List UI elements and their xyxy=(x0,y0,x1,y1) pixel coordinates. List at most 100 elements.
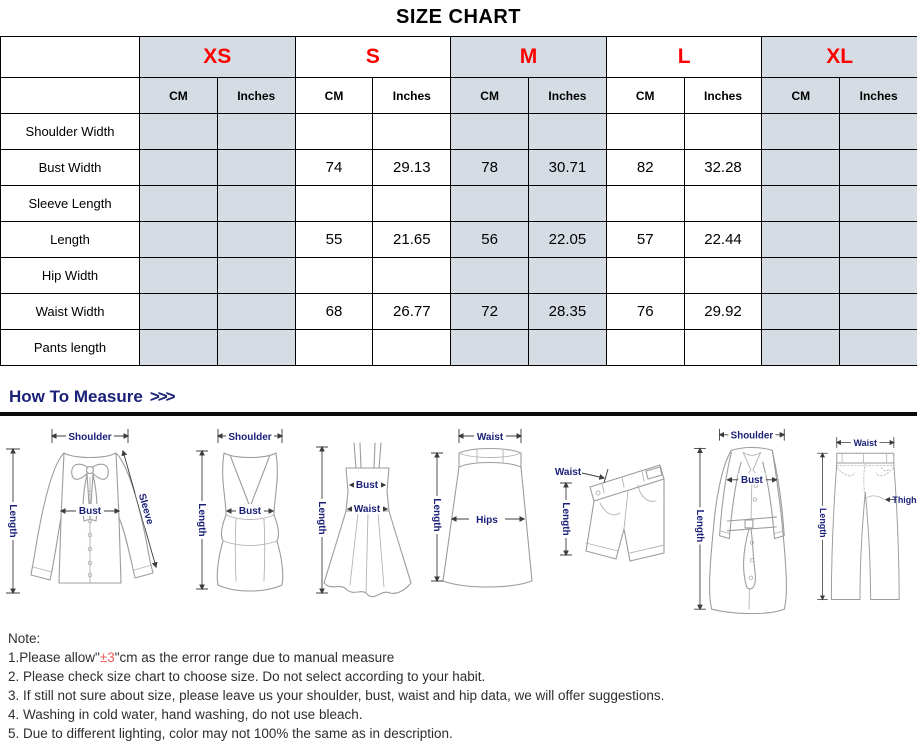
measurement-cell xyxy=(761,257,841,294)
skirt-outline xyxy=(442,448,533,588)
thigh-arrow: Thigh xyxy=(884,495,917,505)
chevrons-icon: >>> xyxy=(149,387,176,406)
length-label: Length xyxy=(694,510,705,543)
note-line-4: 4. Washing in cold water, hand washing, … xyxy=(8,707,363,722)
table-row: Pants length xyxy=(0,329,917,366)
bust-arrow: Bust xyxy=(59,504,121,517)
measurement-cell: 29.92 xyxy=(683,293,763,330)
measurement-cell xyxy=(294,329,374,366)
measurement-cell xyxy=(450,113,530,150)
blouse-outline xyxy=(30,452,154,584)
hips-label: Hips xyxy=(476,515,498,526)
measurement-cell: 29.13 xyxy=(372,149,452,186)
measurement-cell xyxy=(216,221,296,258)
table-row: Shoulder Width xyxy=(0,113,917,150)
measurement-cell xyxy=(216,293,296,330)
unit-header: CM xyxy=(605,77,685,114)
shoulder-label: Shoulder xyxy=(731,431,774,442)
length-label: Length xyxy=(196,503,207,536)
length-arrow: Length xyxy=(431,451,443,583)
figure-coat: Shoulder Bust Length xyxy=(694,427,787,615)
waist-label: Waist xyxy=(354,504,381,515)
how-to-measure-heading: How To Measure >>> xyxy=(9,387,917,407)
waist-label: Waist xyxy=(477,432,504,443)
dress-outline xyxy=(323,442,412,598)
page-title: SIZE CHART xyxy=(396,6,521,28)
measure-figures: Shoulder Length Bust Sleeve xyxy=(0,423,917,619)
measurement-cell: 74 xyxy=(294,149,374,186)
measurement-cell: 82 xyxy=(605,149,685,186)
shoulder-label: Shoulder xyxy=(68,432,111,443)
measurement-cell: 32.28 xyxy=(683,149,763,186)
bust-arrow: Bust xyxy=(726,472,778,486)
size-header-l: L xyxy=(605,36,763,78)
measurement-cell xyxy=(683,329,763,366)
measurement-cell xyxy=(528,113,607,150)
coat-outline xyxy=(709,446,787,615)
measurement-cell xyxy=(761,329,841,366)
measurement-cell xyxy=(139,257,218,294)
measurement-cell xyxy=(683,113,763,150)
shoulder-arrow: Shoulder xyxy=(216,429,284,443)
length-arrow: Length xyxy=(560,481,572,557)
measurement-cell: 72 xyxy=(450,293,530,330)
measurement-cell xyxy=(839,293,917,330)
corner-cell xyxy=(0,77,140,114)
shoulder-arrow: Shoulder xyxy=(718,427,786,442)
measurement-cell xyxy=(294,113,374,150)
measurement-cell: 76 xyxy=(605,293,685,330)
measurement-cell xyxy=(528,257,607,294)
row-label: Bust Width xyxy=(0,149,140,186)
unit-header: CM xyxy=(761,77,841,114)
measurement-cell xyxy=(139,293,218,330)
unit-header: CM xyxy=(450,77,530,114)
bust-label: Bust xyxy=(239,506,262,517)
measurement-cell xyxy=(839,329,917,366)
tank-outline xyxy=(216,452,284,592)
measurement-cell xyxy=(605,113,685,150)
table-row: Length 55 21.65 56 22.05 57 22.44 xyxy=(0,221,917,258)
unit-header: Inches xyxy=(372,77,452,114)
row-label: Length xyxy=(0,221,140,258)
unit-header-row: CM Inches CM Inches CM Inches CM Inches … xyxy=(0,77,917,114)
notes-section: Note: 1.Please allow"±3"cm as the error … xyxy=(8,629,917,743)
measurement-cell xyxy=(839,221,917,258)
measurement-cell xyxy=(139,185,218,222)
row-label: Sleeve Length xyxy=(0,185,140,222)
measurement-cell xyxy=(294,185,374,222)
waist-arrow: Waist xyxy=(555,467,609,484)
measurement-cell xyxy=(139,329,218,366)
bust-arrow: Bust xyxy=(225,504,275,517)
measurement-cell xyxy=(839,149,917,186)
measurement-cell xyxy=(683,185,763,222)
measurement-cell xyxy=(372,329,452,366)
measurement-cell: 56 xyxy=(450,221,530,258)
measurement-cell: 30.71 xyxy=(528,149,607,186)
measurement-cell xyxy=(761,293,841,330)
measurement-cell: 55 xyxy=(294,221,374,258)
measurement-cell xyxy=(139,113,218,150)
unit-header: Inches xyxy=(683,77,763,114)
unit-header: CM xyxy=(139,77,218,114)
measurement-cell xyxy=(139,221,218,258)
waist-label: Waist xyxy=(555,467,582,478)
size-header-xs: XS xyxy=(139,36,296,78)
size-header-row: XS S M L XL xyxy=(0,36,917,78)
bust-label: Bust xyxy=(356,480,379,491)
figure-pants: Waist Thigh Length xyxy=(817,436,917,601)
table-row: Sleeve Length xyxy=(0,185,917,222)
table-row: Hip Width xyxy=(0,257,917,294)
divider-line xyxy=(0,412,917,416)
length-label: Length xyxy=(7,504,18,537)
how-to-measure-label: How To Measure xyxy=(9,387,143,406)
measurement-cell xyxy=(761,149,841,186)
measurement-cell xyxy=(683,257,763,294)
notes-heading: Note: xyxy=(8,631,41,646)
measurement-cell xyxy=(450,185,530,222)
size-table: XS S M L XL CM Inches CM Inches CM Inche… xyxy=(0,36,917,366)
measurement-cell xyxy=(216,113,296,150)
length-arrow: Length xyxy=(694,447,706,611)
note-line-5: 5. Due to different lighting, color may … xyxy=(8,726,453,741)
row-label: Waist Width xyxy=(0,293,140,330)
corner-cell xyxy=(0,36,140,78)
